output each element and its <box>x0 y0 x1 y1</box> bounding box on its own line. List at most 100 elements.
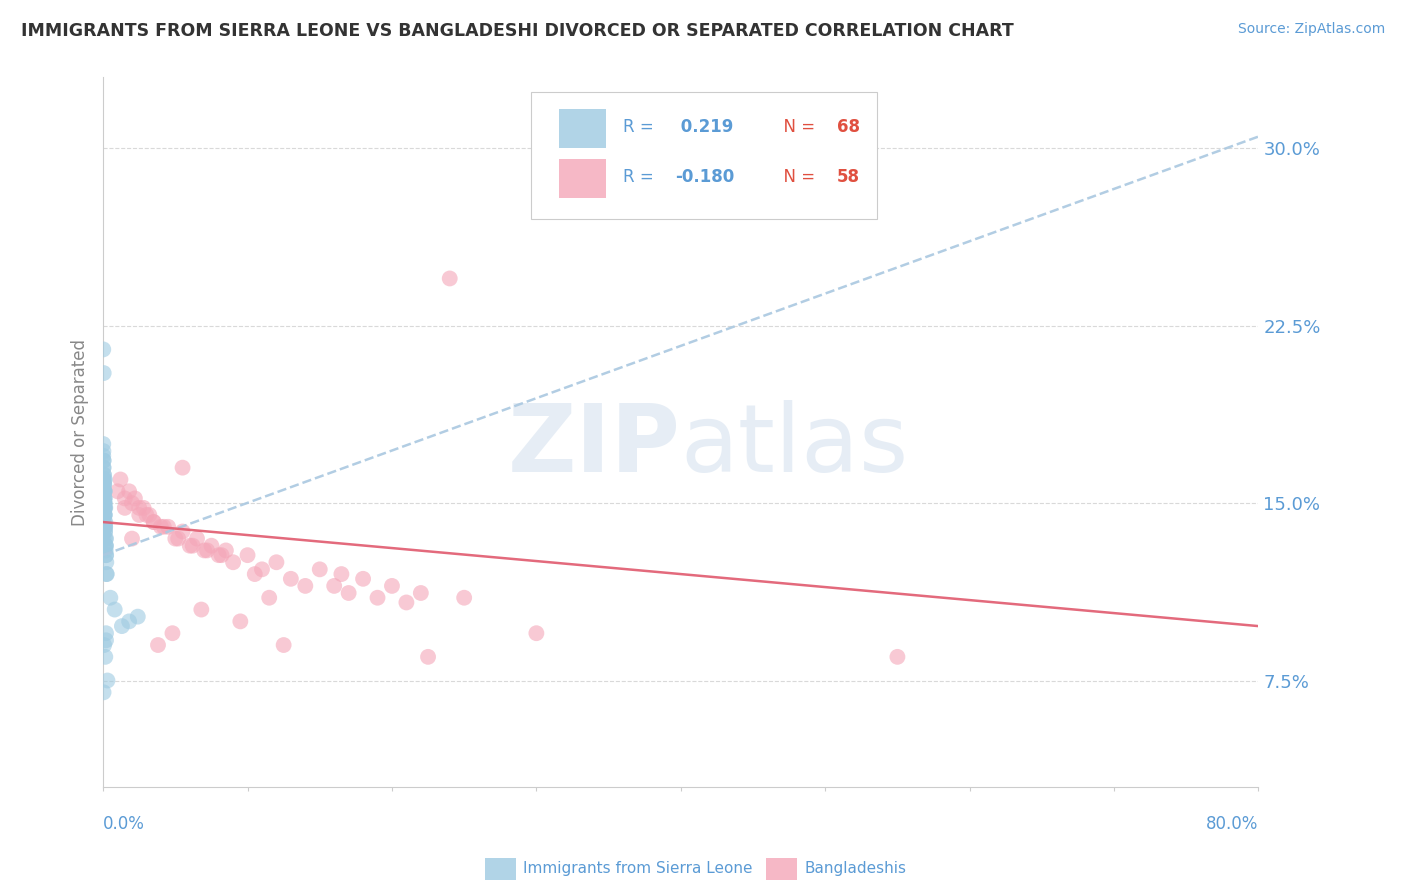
Point <box>323 579 346 593</box>
Text: 80.0%: 80.0% <box>1206 815 1258 833</box>
Point <box>93 484 115 499</box>
Point <box>367 591 389 605</box>
Point <box>409 586 432 600</box>
Point <box>93 638 115 652</box>
Text: 68: 68 <box>837 118 859 136</box>
Point <box>179 539 201 553</box>
Point <box>195 543 218 558</box>
Text: Immigrants from Sierra Leone: Immigrants from Sierra Leone <box>523 862 752 876</box>
Point <box>257 591 280 605</box>
Point <box>94 539 117 553</box>
Point <box>94 508 117 522</box>
Point <box>93 520 115 534</box>
Point <box>91 437 114 451</box>
Point <box>229 615 252 629</box>
Text: 0.0%: 0.0% <box>103 815 145 833</box>
Point <box>96 555 118 569</box>
Point <box>118 484 141 499</box>
Point <box>439 271 461 285</box>
Point <box>93 477 115 491</box>
Point <box>93 473 115 487</box>
Text: ZIP: ZIP <box>508 401 681 492</box>
Point <box>93 491 115 506</box>
Point <box>94 524 117 539</box>
Point <box>93 496 115 510</box>
Text: R =: R = <box>623 118 659 136</box>
Point <box>121 496 143 510</box>
Point <box>181 539 204 553</box>
Point <box>98 591 121 605</box>
Point <box>114 500 136 515</box>
Point <box>93 532 115 546</box>
Point <box>93 467 115 482</box>
Text: Bangladeshis: Bangladeshis <box>804 862 907 876</box>
Point <box>250 562 273 576</box>
Point <box>94 649 117 664</box>
Point <box>96 567 118 582</box>
Point <box>132 500 155 515</box>
Text: 58: 58 <box>837 168 859 186</box>
Point <box>222 555 245 569</box>
Point <box>94 515 117 529</box>
Point <box>93 500 115 515</box>
Point <box>93 484 115 499</box>
Y-axis label: Divorced or Separated: Divorced or Separated <box>72 339 89 525</box>
Point <box>107 484 129 499</box>
Point <box>243 567 266 582</box>
Point <box>266 555 288 569</box>
Point <box>121 532 143 546</box>
Text: R =: R = <box>623 168 659 186</box>
Point <box>395 595 418 609</box>
Point <box>330 567 353 582</box>
Point <box>93 491 115 506</box>
Bar <box>560 110 606 148</box>
Text: Source: ZipAtlas.com: Source: ZipAtlas.com <box>1237 22 1385 37</box>
Point <box>152 520 174 534</box>
Point <box>128 500 150 515</box>
Point <box>142 515 165 529</box>
Point <box>114 491 136 506</box>
Point <box>273 638 295 652</box>
Point <box>93 685 115 699</box>
Point <box>93 496 115 510</box>
Point <box>337 586 360 600</box>
Point <box>96 673 118 688</box>
Text: -0.180: -0.180 <box>675 168 734 186</box>
Point <box>453 591 475 605</box>
Point <box>124 491 146 506</box>
Point <box>200 539 222 553</box>
Point <box>93 473 115 487</box>
Text: atlas: atlas <box>681 401 910 492</box>
Point <box>352 572 374 586</box>
Point <box>149 520 172 534</box>
Point <box>93 453 115 467</box>
Point <box>94 633 117 648</box>
Point <box>93 366 115 380</box>
Point <box>93 500 115 515</box>
Point <box>190 602 212 616</box>
Text: IMMIGRANTS FROM SIERRA LEONE VS BANGLADESHI DIVORCED OR SEPARATED CORRELATION CH: IMMIGRANTS FROM SIERRA LEONE VS BANGLADE… <box>21 22 1014 40</box>
Point <box>93 484 115 499</box>
Point <box>142 515 165 529</box>
Point <box>93 515 115 529</box>
FancyBboxPatch shape <box>530 92 877 219</box>
Point <box>215 543 238 558</box>
Point <box>94 500 117 515</box>
Point <box>94 520 117 534</box>
Point <box>118 615 141 629</box>
Point <box>93 491 115 506</box>
Point <box>93 467 115 482</box>
Point <box>93 484 115 499</box>
Point <box>308 562 330 576</box>
Point <box>93 484 115 499</box>
Bar <box>560 159 606 198</box>
Point <box>93 496 115 510</box>
Point <box>294 579 316 593</box>
Point <box>280 572 302 586</box>
Point <box>165 532 187 546</box>
Point <box>236 548 259 562</box>
Point <box>128 508 150 522</box>
Point <box>93 460 115 475</box>
Text: 0.219: 0.219 <box>675 118 734 136</box>
Point <box>110 473 132 487</box>
